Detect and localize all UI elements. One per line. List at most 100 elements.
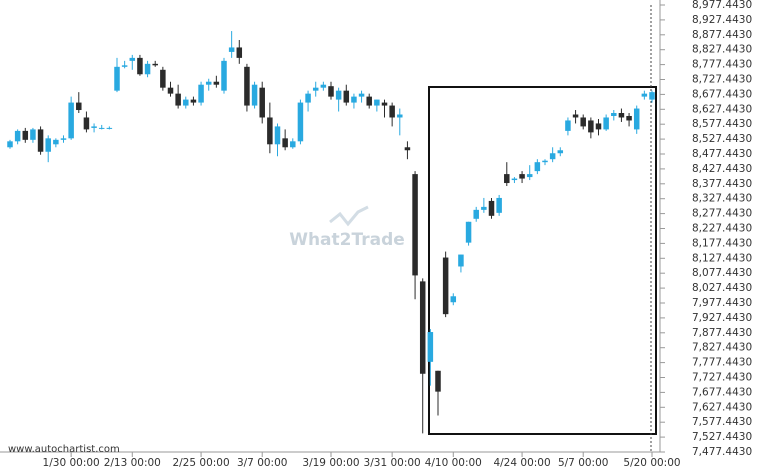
watermark-logo [329, 205, 369, 227]
candle-body [649, 92, 655, 100]
x-tick-label: 3/31 00:00 [364, 457, 421, 469]
candle-body [473, 209, 479, 219]
candle-body [488, 200, 495, 216]
candle-body [251, 84, 258, 106]
candle-body [76, 102, 82, 111]
y-tick-label: 8,427.4430 [692, 163, 752, 175]
candle-body [588, 120, 594, 133]
candle-body [305, 93, 311, 103]
candle-body [205, 81, 212, 85]
candle-body [228, 47, 235, 52]
watermark: What2Trade [289, 230, 405, 250]
candle-body [274, 126, 281, 145]
y-tick-label: 7,477.4430 [692, 446, 752, 458]
candle-body [465, 221, 472, 243]
pattern-box [428, 86, 657, 435]
candle-body [68, 102, 74, 139]
candle-body [137, 57, 143, 75]
candle-body [236, 47, 243, 58]
candle-body [129, 57, 136, 61]
candle-body [381, 102, 388, 106]
candle-body [160, 69, 166, 88]
candle-body [442, 257, 449, 315]
candle-body [183, 99, 189, 106]
y-tick-label: 8,227.4430 [692, 223, 752, 235]
candle-body [519, 174, 525, 179]
y-tick-label: 8,127.4430 [692, 252, 752, 264]
candle-body [389, 105, 395, 118]
y-tick-label: 7,527.4430 [692, 431, 752, 443]
candle-body [297, 102, 304, 142]
y-tick-label: 8,527.4430 [692, 133, 752, 145]
y-tick-label: 7,577.4430 [692, 416, 752, 428]
y-tick-label: 7,827.4430 [692, 342, 752, 354]
candle-body [114, 66, 120, 91]
candle-body [290, 141, 296, 148]
candle-body [320, 84, 327, 88]
candle-body [30, 129, 36, 140]
candle-body [511, 178, 518, 181]
y-tick-label: 8,727.4430 [692, 74, 752, 86]
y-tick-label: 8,027.4430 [692, 282, 752, 294]
candle-body [312, 87, 319, 91]
y-tick-label: 7,877.4430 [692, 327, 752, 339]
candle-body [404, 147, 411, 151]
candle-body [175, 93, 181, 106]
y-tick-label: 7,927.4430 [692, 312, 752, 324]
candle-body [412, 174, 418, 276]
candle-body [121, 65, 128, 67]
candle-body [580, 117, 586, 127]
candle-body [435, 370, 441, 392]
candle-body [22, 130, 29, 140]
candle-body [60, 138, 67, 140]
candle-body [83, 117, 90, 130]
y-tick-label: 7,627.4430 [692, 401, 752, 413]
candle-body [144, 63, 151, 75]
candle-body [450, 296, 457, 303]
candle-body [526, 174, 533, 178]
y-tick-label: 8,777.4430 [692, 59, 752, 71]
x-tick-label: 4/10 00:00 [425, 457, 482, 469]
candle-body [358, 93, 365, 97]
candle-body [37, 129, 44, 152]
y-tick-label: 8,277.4430 [692, 208, 752, 220]
candle-body [549, 153, 556, 160]
candle-body [98, 127, 105, 129]
candle-body [557, 150, 564, 154]
candle-body [343, 90, 350, 103]
x-tick-label: 3/19 00:00 [302, 457, 359, 469]
candle-body [198, 84, 204, 103]
x-tick-label: 5/20 00:00 [623, 457, 680, 469]
candle-body [534, 162, 541, 172]
candle-body [366, 96, 372, 106]
candle-body [335, 90, 342, 100]
candle-body [611, 113, 617, 116]
candle-body [106, 127, 113, 129]
candle-body [397, 114, 403, 118]
candle-body [419, 281, 426, 374]
y-tick-label: 8,477.4430 [692, 148, 752, 160]
y-tick-label: 7,977.4430 [692, 297, 752, 309]
source: www.autochartist.com [8, 444, 120, 455]
candle-body [542, 160, 548, 163]
x-tick-label: 3/7 00:00 [237, 457, 288, 469]
y-tick-label: 7,777.4430 [692, 357, 752, 369]
candle-body [7, 141, 13, 148]
candle-body [244, 66, 250, 106]
candle-body [351, 96, 357, 103]
candle-body [427, 332, 434, 362]
candle-body [572, 114, 579, 118]
candle-body [282, 138, 288, 148]
x-tick-label: 1/30 00:00 [43, 457, 100, 469]
candle-body [259, 87, 265, 118]
candle-body [267, 117, 273, 145]
candle-body [458, 254, 464, 267]
y-tick-label: 8,677.4430 [692, 88, 752, 100]
candle-body [565, 120, 571, 131]
x-tick-label: 4/24 00:00 [493, 457, 550, 469]
candle-body [504, 174, 510, 184]
candle-body [481, 206, 487, 210]
candle-body [626, 115, 632, 121]
